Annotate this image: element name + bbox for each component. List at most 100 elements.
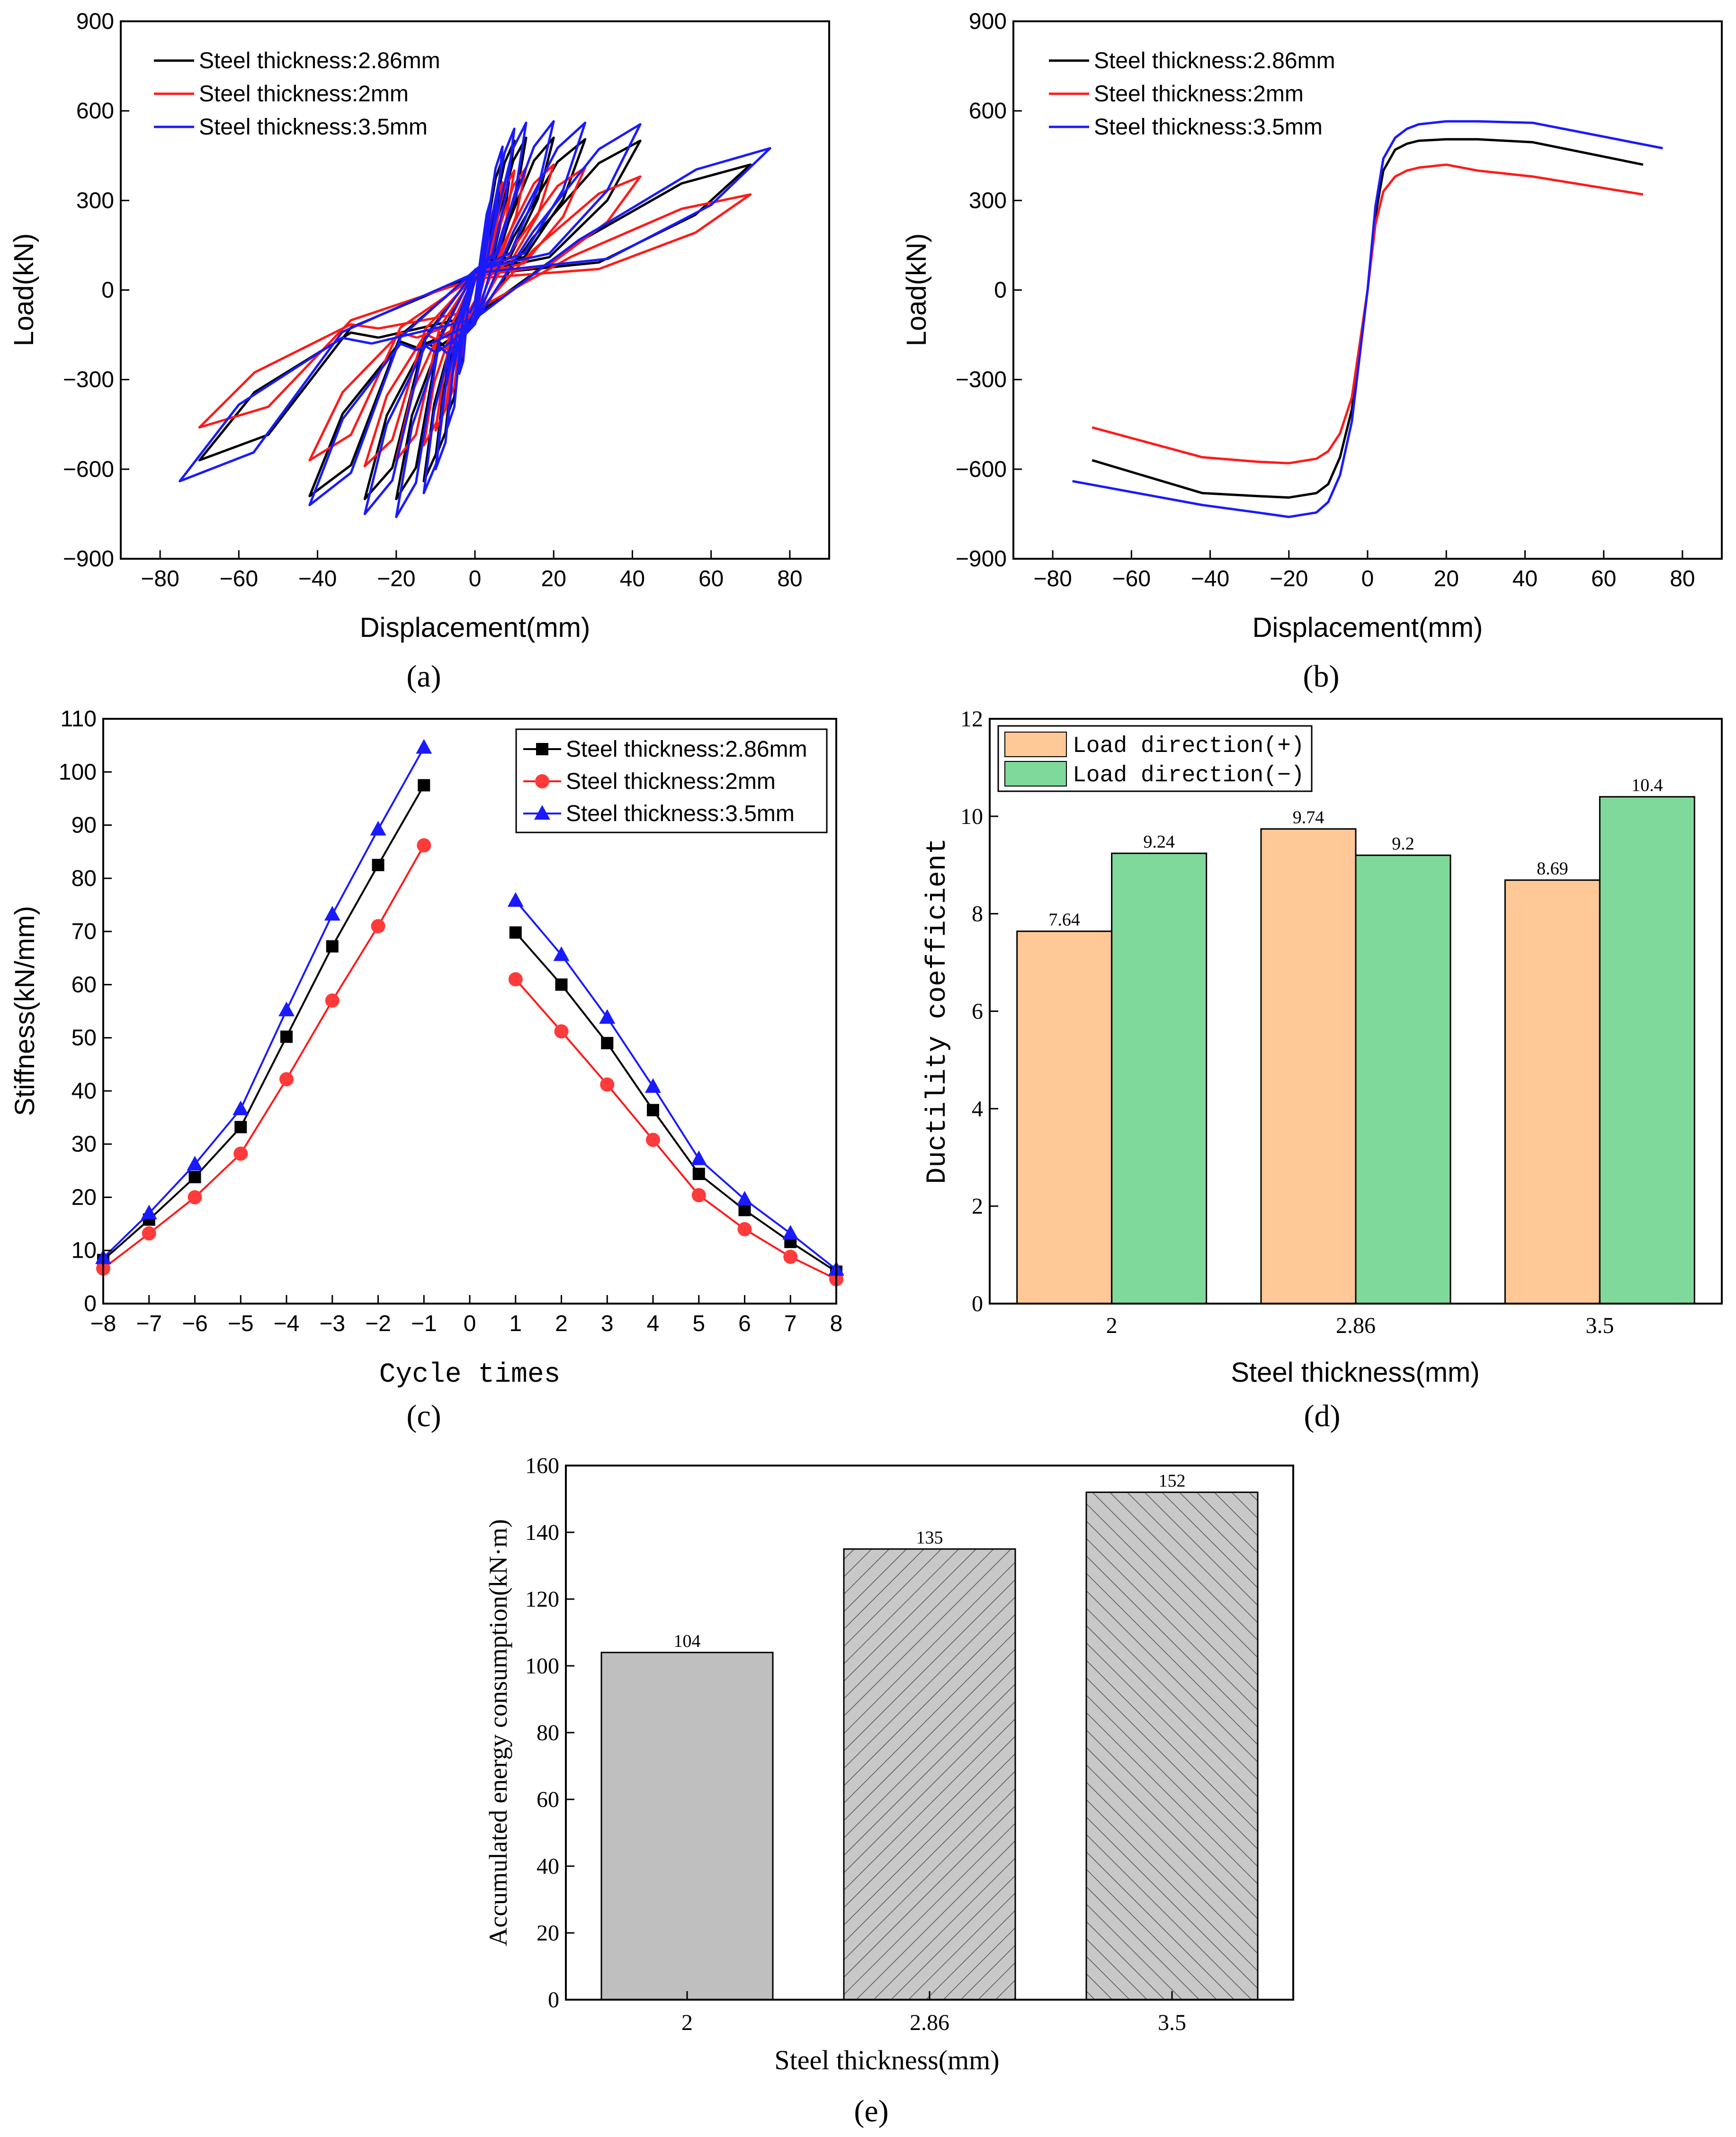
- legend-marker-circle: [535, 774, 549, 788]
- panel-d-legend: Load direction(+) Load direction(−): [997, 725, 1313, 792]
- x-tick-label: −3: [319, 1311, 345, 1336]
- y-tick-label: 900: [76, 9, 114, 34]
- panel-a-xlabel: Displacement(mm): [360, 612, 591, 643]
- x-tick-label: 3.5: [1585, 1313, 1614, 1338]
- x-tick-label: −4: [274, 1311, 300, 1336]
- x-tick-label: 2: [1106, 1313, 1118, 1338]
- stiffness-line: [515, 900, 837, 1270]
- y-tick-label: 160: [525, 1453, 559, 1478]
- panel-b-skeleton-chart: −80 −60 −40 −20 0 20 40 60 80 −900 −600 −300 0 300 600…: [901, 9, 1723, 694]
- stiffness-point-circle: [233, 1146, 248, 1161]
- legend-label-3-5mm: Steel thickness:3.5mm: [199, 115, 428, 140]
- x-tick-label: 40: [1512, 566, 1538, 591]
- y-tick-label: −900: [956, 546, 1007, 572]
- y-tick-label: 40: [72, 1079, 97, 1104]
- x-tick-label: −80: [1033, 566, 1072, 591]
- panel-b-legend: Steel thickness:2.86mm Steel thickness:2…: [1049, 48, 1335, 140]
- x-tick-label: −5: [228, 1311, 254, 1336]
- x-tick-label: −8: [90, 1311, 116, 1336]
- stiffness-point-triangle: [370, 821, 386, 836]
- stiffness-point-square: [509, 926, 522, 939]
- legend-label-2mm: Steel thickness:2mm: [566, 769, 776, 794]
- x-tick-label: −7: [136, 1311, 162, 1336]
- panel-c-stiffness-chart: −8 −7 −6 −5 −4 −3 −2 −1 0 1 2 3 4 5 6 7 8010203040506070…: [9, 706, 844, 1433]
- stiffness-line: [102, 747, 425, 1259]
- panel-c-caption: (c): [406, 1399, 441, 1433]
- x-tick-label: −60: [1112, 566, 1151, 591]
- y-tick-label: 0: [84, 1291, 97, 1316]
- x-tick-label: 0: [1361, 566, 1374, 591]
- y-tick-label: −600: [63, 457, 114, 482]
- legend-label-2-86mm: Steel thickness:2.86mm: [199, 48, 440, 73]
- hysteresis-loop: [198, 193, 752, 429]
- stiffness-line: [102, 845, 425, 1270]
- y-tick-label: 10: [960, 804, 983, 829]
- panel-a-hysteresis-chart: −80 −60 −40 −20 0 20 40 60 80 −900 −600 −300 0 300 600…: [9, 9, 830, 694]
- x-tick-label: 7: [784, 1311, 797, 1336]
- panel-b-xlabel: Displacement(mm): [1253, 612, 1483, 643]
- y-tick-label: 20: [72, 1185, 97, 1210]
- hysteresis-loop: [395, 120, 555, 519]
- x-tick-label: −80: [141, 566, 179, 591]
- stiffness-point-triangle: [690, 1150, 707, 1165]
- stiffness-point-square: [555, 978, 568, 991]
- stiffness-point-triangle: [736, 1190, 753, 1206]
- stiffness-point-square: [280, 1030, 293, 1043]
- stiffness-point-circle: [600, 1077, 615, 1092]
- panel-a-caption: (a): [406, 659, 441, 694]
- x-tick-label: 80: [1670, 566, 1695, 591]
- y-tick-label: −300: [956, 367, 1007, 393]
- legend-label-load-minus: Load direction(−): [1073, 763, 1305, 788]
- stiffness-point-circle: [737, 1222, 752, 1236]
- energy-bar: [843, 1548, 1016, 2001]
- panel-c-legend: Steel thickness:2.86mm Steel thickness:2…: [515, 728, 828, 833]
- panel-b-caption: (b): [1303, 659, 1340, 694]
- y-tick-label: 100: [525, 1654, 559, 1679]
- stiffness-point-square: [188, 1171, 201, 1183]
- panel-a-ticks: −80 −60 −40 −20 0 20 40 60 80 −900 −600 −300 0 300 600…: [63, 9, 803, 591]
- y-tick-label: 80: [72, 866, 97, 891]
- y-tick-label: 2: [972, 1194, 983, 1219]
- x-tick-label: 20: [1434, 566, 1459, 591]
- stiffness-point-triangle: [553, 946, 570, 961]
- hysteresis-loop: [422, 121, 528, 494]
- stiffness-point-circle: [188, 1190, 202, 1205]
- panel-d-xlabel: Steel thickness(mm): [1231, 1357, 1479, 1388]
- panel-b-ylabel: Load(kN): [901, 233, 932, 347]
- y-tick-label: 0: [101, 278, 114, 303]
- y-tick-label: 50: [72, 1026, 97, 1051]
- panel-e-xlabel: Steel thickness(mm): [774, 2045, 999, 2075]
- stiffness-point-circle: [554, 1024, 569, 1039]
- stiffness-point-square: [738, 1204, 751, 1216]
- hysteresis-loop: [458, 199, 492, 375]
- legend-label-load-plus: Load direction(+): [1073, 733, 1305, 759]
- panel-e-ylabel: Accumulated energy consumption(kN·m): [484, 1519, 512, 1946]
- y-tick-label: −900: [63, 546, 114, 572]
- legend-label-2mm: Steel thickness:2mm: [1094, 81, 1304, 107]
- x-tick-label: 1: [509, 1311, 522, 1336]
- x-tick-label: 5: [692, 1311, 705, 1336]
- stiffness-point-square: [234, 1121, 247, 1134]
- y-tick-label: 60: [72, 972, 97, 997]
- x-tick-label: 20: [541, 566, 566, 591]
- y-tick-label: 0: [994, 278, 1007, 303]
- stiffness-line: [102, 785, 425, 1261]
- hysteresis-loop: [308, 123, 642, 506]
- panel-b-plot-area: [1072, 120, 1663, 519]
- bar-load-minus: [1599, 796, 1695, 1305]
- y-tick-label: 0: [548, 1987, 559, 2012]
- stiffness-point-square: [601, 1037, 614, 1049]
- stiffness-point-circle: [371, 919, 385, 933]
- stiffness-line: [515, 978, 837, 1280]
- y-tick-label: 80: [537, 1720, 559, 1745]
- stiffness-point-square: [326, 940, 339, 953]
- panel-c-legend-box: [515, 728, 828, 833]
- stiffness-point-circle: [646, 1133, 660, 1147]
- stiffness-point-triangle: [599, 1009, 616, 1024]
- x-tick-label: 60: [1591, 566, 1616, 591]
- x-tick-label: 2.86: [1336, 1313, 1376, 1338]
- stiffness-point-triangle: [645, 1078, 661, 1093]
- bar-load-plus: [1016, 930, 1113, 1305]
